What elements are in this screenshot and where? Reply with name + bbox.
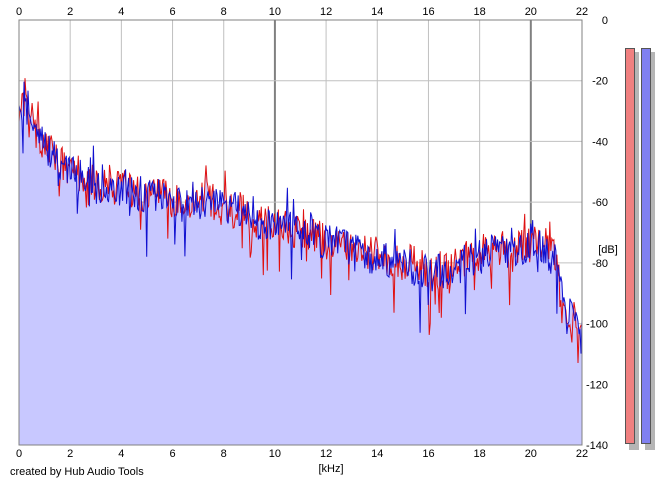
x-tick-label: 22 bbox=[576, 6, 588, 18]
x-tick-label: 0 bbox=[16, 448, 22, 460]
y-axis-label: [dB] bbox=[598, 244, 618, 256]
credit-text: created by Hub Audio Tools bbox=[10, 466, 144, 478]
x-tick-label: 18 bbox=[474, 6, 486, 18]
y-tick-label: -100 bbox=[586, 319, 608, 331]
x-tick-label: 14 bbox=[371, 448, 383, 460]
x-tick-label: 22 bbox=[576, 448, 588, 460]
x-tick-label: 10 bbox=[269, 6, 281, 18]
left-level-meter bbox=[625, 48, 635, 444]
x-tick-label: 14 bbox=[371, 6, 383, 18]
y-tick-label: -60 bbox=[592, 197, 608, 209]
x-tick-label: 16 bbox=[422, 6, 434, 18]
spectrum-area bbox=[19, 78, 582, 445]
plot-frame bbox=[18, 19, 583, 446]
x-axis-label: [kHz] bbox=[318, 463, 343, 475]
right-channel-line bbox=[18, 81, 583, 354]
x-tick-label: 16 bbox=[422, 448, 434, 460]
x-tick-label: 18 bbox=[474, 448, 486, 460]
y-tick-label: 0 bbox=[602, 15, 608, 27]
x-tick-labels-bottom: 0 2 4 6 8 10 12 14 16 18 20 22 bbox=[16, 448, 588, 460]
x-tick-label: 4 bbox=[118, 6, 124, 18]
x-tick-label: 10 bbox=[269, 448, 281, 460]
x-tick-label: 6 bbox=[169, 6, 175, 18]
y-tick-label: -40 bbox=[592, 136, 608, 148]
right-level-meter bbox=[641, 48, 651, 444]
x-tick-label: 12 bbox=[320, 6, 332, 18]
x-tick-label: 8 bbox=[221, 6, 227, 18]
y-tick-label: -20 bbox=[592, 76, 608, 88]
x-tick-label: 12 bbox=[320, 448, 332, 460]
y-tick-labels: 0 -20 -40 -60 -80 -100 -120 -140 bbox=[586, 15, 608, 452]
left-level-fill bbox=[626, 49, 634, 443]
x-tick-label: 2 bbox=[67, 6, 73, 18]
x-tick-label: 20 bbox=[525, 6, 537, 18]
y-tick-label: -140 bbox=[586, 440, 608, 452]
x-tick-label: 8 bbox=[221, 448, 227, 460]
y-tick-label: -80 bbox=[592, 258, 608, 270]
x-tick-label: 4 bbox=[118, 448, 124, 460]
y-tick-label: -120 bbox=[586, 379, 608, 391]
x-tick-label: 2 bbox=[67, 448, 73, 460]
x-tick-labels-top: 0 2 4 6 8 10 12 14 16 18 20 22 bbox=[16, 6, 588, 18]
x-tick-label: 6 bbox=[169, 448, 175, 460]
right-level-fill bbox=[642, 49, 650, 443]
x-tick-label: 20 bbox=[525, 448, 537, 460]
x-tick-label: 0 bbox=[16, 6, 22, 18]
